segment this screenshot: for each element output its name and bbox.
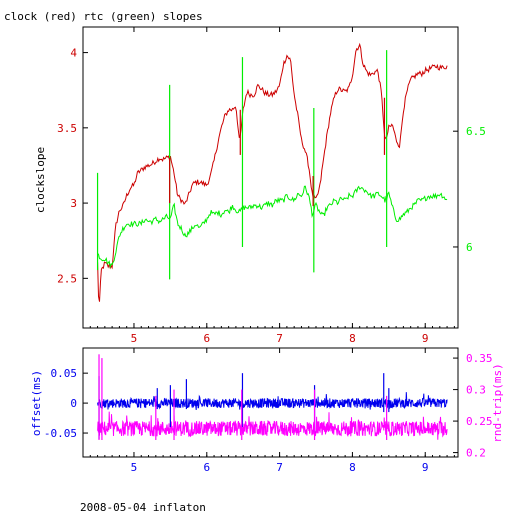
top-xtick-label: 7	[276, 332, 283, 345]
bottom-xtick-label: 5	[131, 461, 138, 474]
top-series-clock	[97, 42, 448, 302]
bottom-right-tick-label: 0.35	[466, 352, 493, 365]
top-xtick-label: 6	[203, 332, 210, 345]
chart-title: clock (red) rtc (green) slopes	[4, 10, 203, 23]
bottom-xtick-label: 9	[422, 461, 429, 474]
top-right-tick-label: 6	[466, 241, 473, 254]
top-left-tick-label: 4	[70, 47, 77, 60]
bottom-left-axis-label: offset(ms)	[30, 370, 43, 436]
bottom-right-axis-label: rnd-trip(ms)	[491, 363, 504, 442]
top-left-tick-label: 3	[70, 197, 77, 210]
bottom-xtick-label: 7	[276, 461, 283, 474]
bottom-xtick-label: 6	[203, 461, 210, 474]
top-plot-frame	[82, 26, 459, 329]
top-panel: clockslope 5 6 7 8 9 2.5 3 3.5 4 6 6.5	[34, 26, 486, 345]
bottom-left-tick-label: 0.05	[51, 367, 78, 380]
bottom-axis-ticks: 5 6 7 8 9 -0.05 0 0.05 0.2 0.25 0.3 0.35	[44, 348, 493, 474]
top-axis-ticks: 5 6 7 8 9 2.5 3 3.5 4 6 6.5	[57, 27, 486, 345]
top-left-axis-label: clockslope	[34, 147, 47, 213]
bottom-series-rnd-trip	[97, 411, 448, 440]
top-xtick-label: 9	[422, 332, 429, 345]
bottom-left-tick-label: -0.05	[44, 427, 77, 440]
top-xtick-label: 8	[349, 332, 356, 345]
bottom-left-tick-label: 0	[70, 397, 77, 410]
bottom-xtick-label: 8	[349, 461, 356, 474]
top-left-tick-label: 3.5	[57, 122, 77, 135]
top-series-group	[96, 42, 448, 302]
bottom-right-tick-label: 0.2	[466, 447, 486, 460]
bottom-right-tick-label: 0.3	[466, 384, 486, 397]
bottom-series-group	[97, 354, 448, 440]
bottom-panel: offset(ms) rnd-trip(ms) 5 6 7 8 9 -0.05 0 0.05 0…	[30, 347, 504, 474]
footer-caption: 2008-05-04 inflaton	[80, 501, 206, 512]
bottom-series-offset	[97, 392, 448, 411]
top-series-rtc	[97, 185, 448, 269]
bottom-plot-frame	[82, 347, 459, 458]
bottom-right-tick-label: 0.25	[466, 415, 493, 428]
top-xtick-label: 5	[131, 332, 138, 345]
top-left-tick-label: 2.5	[57, 272, 77, 285]
top-right-tick-label: 6.5	[466, 125, 486, 138]
